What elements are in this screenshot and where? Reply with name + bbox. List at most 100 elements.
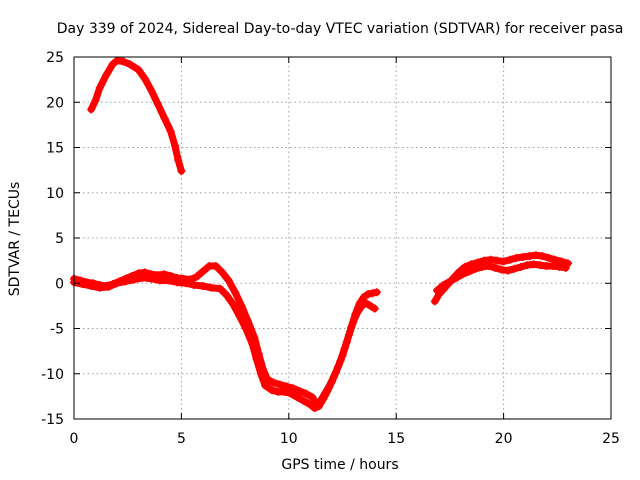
data-point (323, 386, 332, 395)
data-point (147, 86, 156, 95)
data-point (368, 289, 377, 298)
data-point (237, 301, 246, 310)
data-point (261, 381, 270, 390)
x-axis-label: GPS time / hours (281, 457, 398, 473)
data-point (121, 277, 130, 286)
y-tick-label: 20 (46, 95, 64, 111)
chart-title: Day 339 of 2024, Sidereal Day-to-day VTE… (57, 21, 624, 37)
x-axis-ticks: 0 5 10 15 20 25 (70, 57, 620, 447)
data-point (299, 396, 308, 405)
data-point (478, 262, 487, 271)
data-point (310, 404, 319, 413)
data-point (102, 71, 111, 80)
data-point (190, 281, 199, 290)
data-point (471, 264, 480, 273)
data-point (359, 292, 368, 301)
data-point (555, 262, 564, 271)
data-point (439, 281, 448, 290)
data-point (353, 308, 362, 317)
data-point (211, 262, 220, 271)
data-point (147, 274, 156, 283)
data-point (170, 141, 179, 150)
data-point (130, 275, 139, 284)
data-point (372, 288, 381, 297)
data-point (531, 251, 540, 260)
data-point (174, 156, 183, 165)
data-point (510, 264, 519, 273)
y-tick-label: -15 (41, 412, 64, 428)
data-point (549, 262, 558, 271)
series-band (70, 274, 379, 412)
data-point (484, 262, 493, 271)
data-point (561, 263, 570, 272)
data-point (512, 253, 521, 262)
data-point (493, 256, 502, 265)
grid-lines (74, 57, 611, 419)
y-axis-ticks: -15 -10 -5 0 5 10 15 20 25 (41, 50, 611, 428)
x-tick-label: 0 (70, 431, 79, 447)
data-point (125, 60, 134, 69)
data-point (433, 286, 442, 295)
series-arc-5 (433, 260, 570, 295)
data-point (286, 389, 295, 398)
data-point (544, 253, 553, 262)
data-point (336, 357, 345, 366)
data-point (538, 252, 547, 261)
data-point (344, 330, 353, 339)
data-point (198, 267, 207, 276)
data-point (370, 304, 379, 313)
data-point (518, 253, 527, 262)
data-point (228, 300, 237, 309)
data-point (523, 261, 532, 270)
data-point (308, 393, 317, 402)
data-point (366, 301, 375, 310)
data-point (301, 389, 310, 398)
data-point (222, 291, 231, 300)
data-point (506, 255, 515, 264)
data-point (91, 96, 100, 105)
y-tick-label: -10 (41, 367, 64, 383)
data-point (445, 277, 454, 286)
data-point (192, 272, 201, 281)
y-tick-label: -5 (50, 322, 64, 338)
data-point (516, 262, 525, 271)
data-point (269, 378, 278, 387)
data-point (293, 393, 302, 402)
data-point (160, 113, 169, 122)
data-point (349, 318, 358, 327)
data-point (252, 355, 261, 364)
data-point (503, 266, 512, 275)
x-tick-label: 15 (387, 431, 405, 447)
data-point (173, 278, 182, 287)
series-band (87, 57, 185, 175)
data-point (280, 387, 289, 396)
data-point (276, 380, 285, 389)
data-point (87, 281, 96, 290)
data-point (295, 386, 304, 395)
data-point (160, 270, 169, 279)
data-point (452, 273, 461, 282)
data-point (340, 344, 349, 353)
x-tick-label: 10 (280, 431, 298, 447)
x-tick-label: 20 (495, 431, 513, 447)
x-tick-label: 5 (177, 431, 186, 447)
data-point (319, 395, 328, 404)
data-point (536, 261, 545, 270)
data-point (306, 400, 315, 409)
y-tick-label: 15 (46, 141, 64, 157)
data-point (134, 65, 143, 74)
data-point (529, 260, 538, 269)
data-point (78, 280, 87, 289)
data-point (155, 276, 164, 285)
data-point (218, 268, 227, 277)
y-tick-label: 0 (55, 276, 64, 292)
data-point (465, 267, 474, 276)
data-point (314, 402, 323, 411)
data-point (198, 281, 207, 290)
data-point (357, 301, 366, 310)
data-point (231, 288, 240, 297)
x-tick-label: 25 (602, 431, 620, 447)
data-point (267, 386, 276, 395)
data-point (241, 324, 250, 333)
